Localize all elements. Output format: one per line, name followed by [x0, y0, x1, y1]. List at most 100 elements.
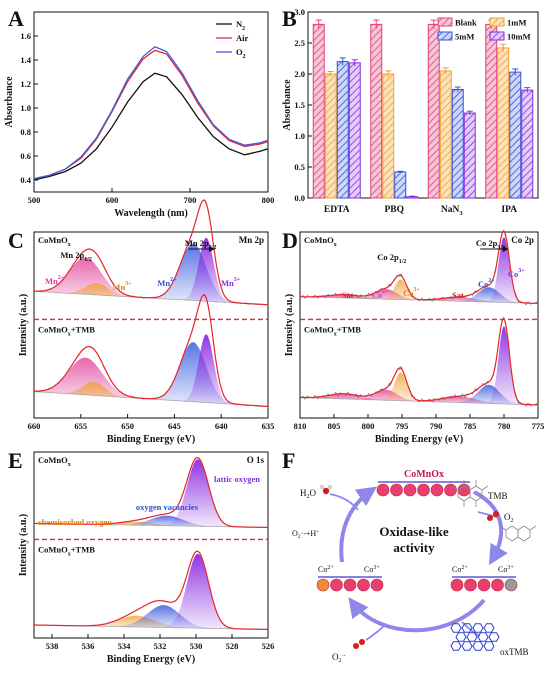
tmb-label: TMB [488, 491, 508, 501]
component-fill-1-5 [300, 325, 538, 405]
bar-EDTA-1 [324, 73, 337, 199]
y-axis-label: Intensity (a.u.) [18, 514, 29, 577]
component-label-2-main: Co [403, 288, 413, 298]
y-tick-label: 3.0 [294, 7, 305, 17]
component-label-3-sup: 3+ [234, 277, 241, 283]
x-tick-label: 650 [121, 421, 134, 431]
category-label-3-main: IPA [501, 205, 517, 215]
category-label-2-sub: 3 [459, 210, 463, 217]
atom [491, 578, 504, 592]
oxtmb-label: oxTMB [500, 647, 529, 657]
x-tick-label: 775 [532, 421, 545, 431]
peak-label-co2p32-sub: 3/2 [497, 245, 505, 251]
o2-radical-atom-1 [353, 643, 359, 649]
x-tick-label: 660 [28, 421, 41, 431]
right-material-atoms [450, 578, 518, 592]
x-tick-label: 795 [396, 421, 409, 431]
component-label-1-sup: 3+ [125, 281, 132, 287]
y-tick-label: 2.0 [294, 69, 305, 79]
x-tick-label: 645 [168, 421, 181, 431]
o2-radical-atom-2 [359, 639, 365, 645]
y-tick-label: 1.6 [20, 31, 31, 41]
y-tick-label: 1.0 [20, 103, 31, 113]
component-fill-0-1 [34, 282, 268, 305]
legend-label-1: Air [236, 33, 249, 43]
peak-label-co2p12-sub: 1/2 [399, 259, 407, 265]
panel-c-mn2p-xps: 660 655 650 645 640 635 Binding Energy (eV) Int… [18, 199, 274, 445]
x-tick-label: 600 [106, 195, 119, 205]
envelope-line [34, 456, 268, 528]
top-material-atoms [376, 483, 471, 497]
oxtmb-ring [450, 623, 462, 633]
atom [376, 483, 390, 497]
bottom-sample-label-main: CoMnO [38, 324, 68, 334]
peak-label-co2p32-main: Co 2p [476, 238, 498, 248]
x-tick-label: 530 [190, 641, 203, 651]
panel-letter-e: E [8, 448, 23, 473]
peak-label-co2p12: Co 2p1/2 [377, 252, 406, 265]
component-fill-0-3 [34, 237, 268, 305]
component-label-lattic-oxygen: lattic oxygen [214, 474, 260, 484]
h2o-h-atom-2 [328, 485, 333, 490]
oxtmb-ring [483, 641, 495, 651]
panel-letter-b: B [282, 6, 297, 31]
x-tick-label: 536 [82, 641, 95, 651]
atom [444, 483, 457, 497]
component-fill-1-2 [34, 553, 268, 630]
legend-label-1: 1mM [507, 18, 526, 28]
panel-letter-f: F [282, 448, 295, 473]
category-label-1: PBQ [384, 205, 404, 215]
series-line-2 [33, 46, 269, 180]
x-tick-label: 805 [328, 421, 341, 431]
bar-IPA-1 [497, 47, 510, 199]
top-sample-label-main: CoMnO [38, 455, 68, 465]
y-tick-label: 1.4 [20, 55, 31, 65]
panel-letter-c: C [8, 228, 24, 253]
spectrum-title: Co 2p [511, 235, 534, 245]
component-label-1: Mn3+ [112, 281, 132, 292]
h2o-h-atom-1 [320, 485, 325, 490]
legend-label-2-sub: 2 [243, 54, 246, 60]
component-fill-1-4 [300, 384, 538, 405]
component-fill-1-3 [34, 334, 268, 407]
bottom-sample-label-sub: x [68, 331, 71, 337]
y-tick-label: 0.5 [294, 162, 305, 172]
bar-PBQ-1 [382, 73, 395, 199]
y-tick-label: 0.8 [20, 127, 31, 137]
o2-radical-h-label: O2·-+H+ [292, 529, 319, 540]
legend-label-0-sub: 2 [242, 26, 245, 32]
oxtmb-ring [466, 632, 478, 642]
bar-NaN-2 [451, 89, 464, 199]
branch-arrow-h2o [329, 493, 359, 511]
component-label-5-sup: 3+ [518, 268, 525, 274]
panel-letter-a: A [8, 6, 24, 31]
peak-label-mn2p32-main: Mn 2p [185, 238, 209, 248]
x-tick-label: 810 [294, 421, 307, 431]
component-label-0-main: Mn [45, 276, 58, 286]
envelope-line [34, 294, 269, 408]
component-fill-0-5 [300, 236, 538, 304]
bar-PBQ-0 [370, 23, 383, 199]
top-sample-label-main: CoMnO [38, 235, 68, 245]
series-line-0 [33, 72, 269, 181]
component-label-3: Sat [452, 290, 464, 300]
category-label-2: NaN3 [441, 205, 463, 217]
x-tick-label: 500 [28, 195, 41, 205]
y-axis-label: Absorbance [282, 79, 293, 131]
top-sample-label: CoMnOx [38, 235, 71, 248]
plot-frame [33, 11, 269, 193]
legend-label-0: N2 [236, 19, 245, 32]
category-label-2-main: NaN [441, 205, 460, 215]
oxtmb-ring [472, 623, 484, 633]
peak-label-mn2p12: Mn 2p1/2 [60, 250, 91, 263]
component-label-3: Mn3+ [221, 277, 241, 288]
spectrum-title: Mn 2p [239, 235, 264, 245]
legend-label-1-main: Air [236, 33, 249, 43]
component-fill-1-1 [34, 605, 268, 630]
component-label-oxygen-vacancies: oxygen vacancies [136, 502, 199, 512]
oxtmb-ring [472, 641, 484, 651]
component-label-2: Co3+ [403, 287, 420, 298]
bottom-sample-label-tail: +TMB [337, 324, 362, 334]
component-label-2: Mn2+ [157, 277, 177, 288]
